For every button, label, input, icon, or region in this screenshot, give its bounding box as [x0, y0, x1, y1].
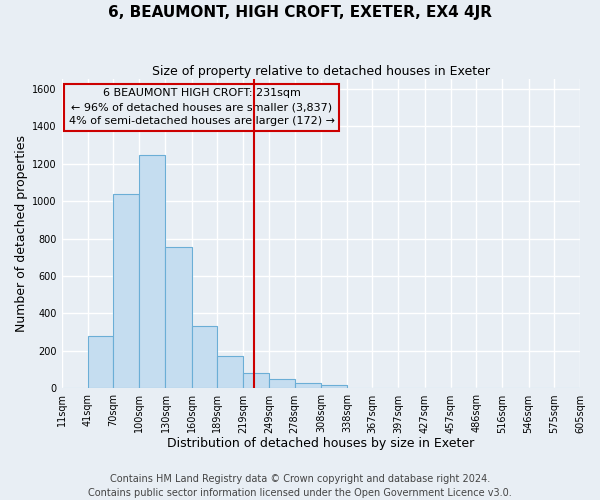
- Bar: [295, 383, 321, 388]
- Text: 6, BEAUMONT, HIGH CROFT, EXETER, EX4 4JR: 6, BEAUMONT, HIGH CROFT, EXETER, EX4 4JR: [108, 5, 492, 20]
- Title: Size of property relative to detached houses in Exeter: Size of property relative to detached ho…: [152, 65, 490, 78]
- Bar: [139, 155, 166, 388]
- Bar: [243, 374, 269, 388]
- Bar: [166, 247, 191, 388]
- Text: Contains HM Land Registry data © Crown copyright and database right 2024.
Contai: Contains HM Land Registry data © Crown c…: [88, 474, 512, 498]
- Bar: [88, 336, 113, 388]
- Bar: [269, 379, 295, 388]
- Y-axis label: Number of detached properties: Number of detached properties: [15, 136, 28, 332]
- Bar: [191, 326, 217, 388]
- Bar: [217, 356, 243, 388]
- Bar: [321, 384, 347, 388]
- Text: 6 BEAUMONT HIGH CROFT: 231sqm
← 96% of detached houses are smaller (3,837)
4% of: 6 BEAUMONT HIGH CROFT: 231sqm ← 96% of d…: [68, 88, 335, 126]
- Bar: [113, 194, 139, 388]
- X-axis label: Distribution of detached houses by size in Exeter: Distribution of detached houses by size …: [167, 437, 475, 450]
